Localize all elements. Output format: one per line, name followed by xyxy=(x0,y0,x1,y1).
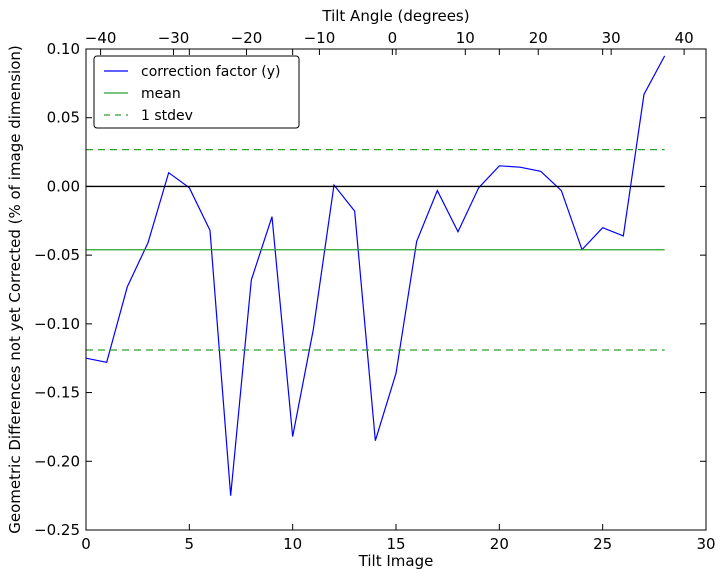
top-tick-label: 10 xyxy=(456,29,475,47)
top-tick-label: −20 xyxy=(231,29,263,47)
y-axis-ticks: 0.10 0.05 0.00 −0.05 −0.10 −0.15 −0.20 −0.25 xyxy=(34,40,706,539)
legend-entry-correction-factor: correction factor (y) xyxy=(141,64,280,80)
legend-entry-mean: mean xyxy=(141,86,181,102)
x-axis-label: Tilt Image xyxy=(358,552,434,570)
top-axis-label: Tilt Angle (degrees) xyxy=(321,7,469,25)
series-layer xyxy=(85,55,666,496)
y-tick-label: 0.10 xyxy=(47,40,80,58)
x-tick-label: 10 xyxy=(283,535,302,553)
top-tick-label: 30 xyxy=(602,29,621,47)
legend-entry-stdev: 1 stdev xyxy=(141,108,193,124)
top-tick-label: −40 xyxy=(85,29,117,47)
top-tick-label: 0 xyxy=(388,29,398,47)
top-tick-label: 40 xyxy=(675,29,694,47)
top-tick-label: −10 xyxy=(304,29,336,47)
x-tick-label: 25 xyxy=(593,535,612,553)
legend: correction factor (y) mean 1 stdev xyxy=(93,55,300,129)
x-tick-label: 5 xyxy=(185,535,195,553)
x-axis-ticks: 0 5 10 15 20 25 30 xyxy=(81,49,716,553)
y-tick-label: −0.10 xyxy=(34,315,80,333)
y-tick-label: 0.00 xyxy=(47,177,80,195)
y-tick-label: −0.25 xyxy=(34,521,80,539)
x-tick-label: 20 xyxy=(490,535,509,553)
top-tick-label: −30 xyxy=(158,29,190,47)
x-tick-label: 15 xyxy=(386,535,405,553)
x-tick-label: 0 xyxy=(81,535,91,553)
y-tick-label: 0.05 xyxy=(47,109,80,127)
y-tick-label: −0.20 xyxy=(34,452,80,470)
series-line-0 xyxy=(85,55,666,496)
y-tick-label: −0.15 xyxy=(34,384,80,402)
y-tick-label: −0.05 xyxy=(34,246,80,264)
x-tick-label: 30 xyxy=(696,535,715,553)
top-axis-ticks: −40 −30 −20 −10 0 10 20 30 40 xyxy=(85,29,694,55)
top-tick-label: 20 xyxy=(529,29,548,47)
legend-box xyxy=(93,55,300,129)
y-axis-label: Geometric Differences not yet Corrected … xyxy=(6,45,24,534)
